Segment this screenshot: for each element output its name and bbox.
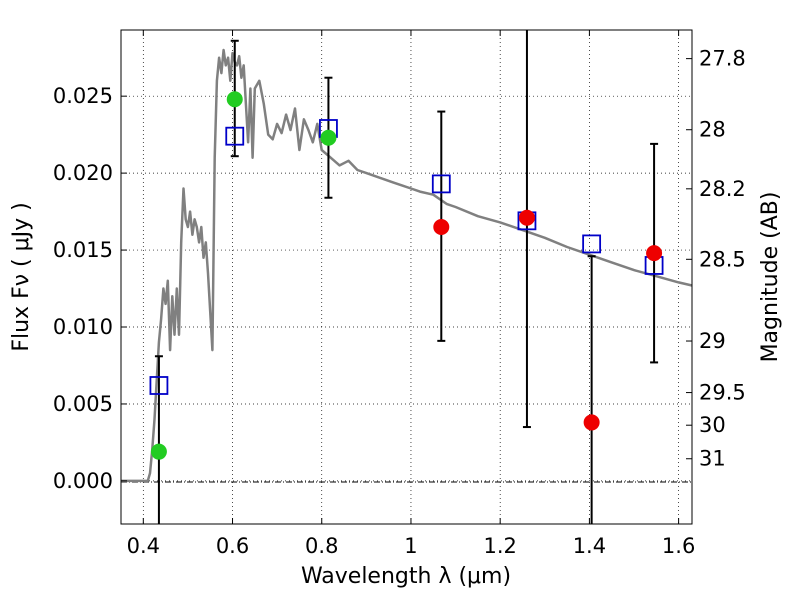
flux-point	[150, 443, 167, 460]
flux-point	[320, 129, 337, 146]
x-tick-label: 1.2	[483, 534, 516, 558]
flux-point	[583, 414, 600, 431]
y-axis-ticks: 0.000 0.005 0.010 0.015 0.020 0.025	[53, 84, 127, 493]
model-spectrum	[121, 48, 693, 483]
magnitude-tick-label: 29	[699, 329, 726, 353]
y-tick-label: 0.000	[53, 469, 113, 493]
photometry-square	[225, 126, 245, 146]
y-tick-label: 0.025	[53, 84, 113, 108]
x-tick-label: 1	[404, 534, 417, 558]
magnitude-tick-label: 29.5	[699, 381, 746, 405]
x-axis-ticks: 0.4 0.6 0.8 1 1.2 1.4 1.6	[127, 30, 695, 558]
photometry-square	[149, 376, 169, 395]
magnitude-tick-label: 28.5	[699, 247, 746, 271]
magnitude-axis-ticks: 27.8 28 28.2 28.5 29 29.5 30 31	[686, 47, 746, 471]
flux-point	[518, 209, 535, 226]
y-tick-label: 0.010	[53, 315, 113, 339]
photometry-square	[582, 234, 602, 254]
magnitude-tick-label: 27.8	[699, 47, 746, 71]
x-tick-label: 0.6	[216, 534, 249, 558]
x-axis-label: Wavelength λ (μm)	[301, 564, 511, 589]
plot-frame	[120, 29, 693, 525]
data-markers	[149, 91, 664, 460]
magnitude-axis-label: Magnitude (AB)	[758, 192, 783, 363]
flux-point	[646, 245, 663, 262]
y-axis-label: Flux Fν ( μJy )	[9, 202, 34, 351]
x-tick-label: 1.4	[573, 534, 606, 558]
x-tick-label: 1.6	[662, 534, 695, 558]
photometry-square	[431, 174, 451, 194]
flux-point	[433, 218, 450, 235]
y-tick-label: 0.005	[53, 392, 113, 416]
y-tick-label: 0.015	[53, 238, 113, 262]
magnitude-tick-label: 28.2	[699, 177, 746, 201]
flux-point	[226, 91, 243, 108]
y-tick-label: 0.020	[53, 161, 113, 185]
magnitude-tick-label: 28	[699, 118, 726, 142]
model-spectrum-line	[121, 48, 693, 483]
x-tick-label: 0.4	[127, 534, 160, 558]
magnitude-tick-label: 31	[699, 447, 726, 471]
x-tick-label: 0.8	[305, 534, 338, 558]
magnitude-tick-label: 30	[699, 413, 726, 437]
